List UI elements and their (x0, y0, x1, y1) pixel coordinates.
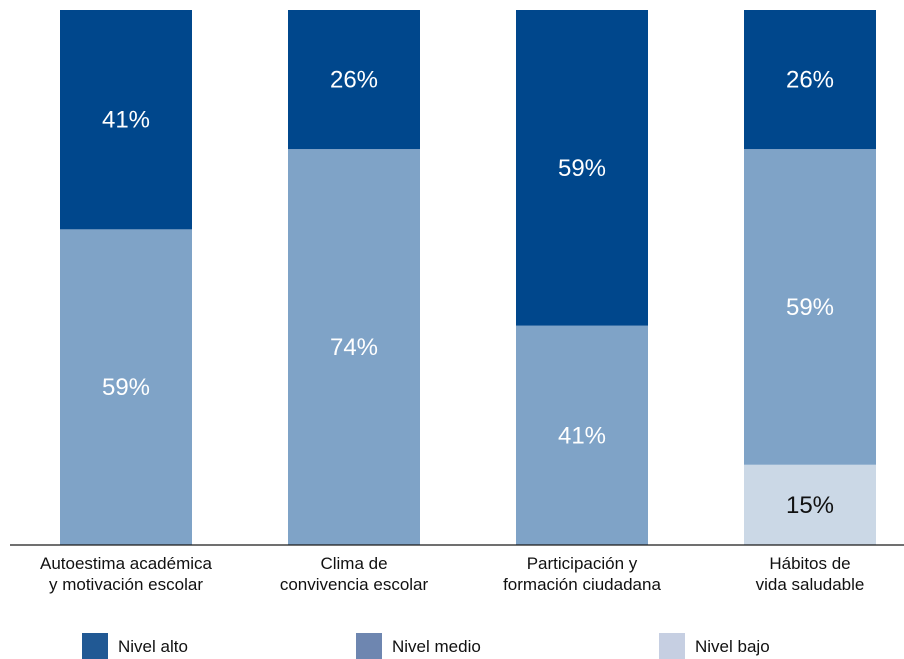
data-label-nivel-medio-1: 59% (102, 374, 150, 401)
data-label-nivel-alto-3: 59% (558, 155, 606, 182)
category-label-3-line-2: formación ciudadana (503, 575, 661, 594)
bar-segment-nivel-alto-4 (744, 10, 876, 150)
legend-swatch-nivel-medio (356, 633, 382, 659)
data-label-nivel-alto-4: 26% (786, 67, 834, 94)
legend-swatch-nivel-bajo (659, 633, 685, 659)
category-label-2-line-2: convivencia escolar (280, 575, 429, 594)
category-label-3-line-1: Participación y (527, 554, 638, 573)
bars-group (60, 10, 876, 545)
bar-segment-nivel-alto-2 (288, 10, 420, 150)
bar-segment-nivel-bajo-4 (744, 464, 876, 545)
bar-segment-nivel-medio-4 (744, 149, 876, 465)
bar-segment-nivel-medio-3 (516, 325, 648, 545)
category-label-4-line-2: vida saludable (756, 575, 865, 594)
data-label-nivel-medio-4: 59% (786, 294, 834, 321)
data-label-nivel-bajo-4: 15% (786, 492, 834, 519)
category-label-1-line-1: Autoestima académica (40, 554, 213, 573)
legend: Nivel alto Nivel medio Nivel bajo (82, 633, 770, 659)
bar-segment-nivel-alto-3 (516, 10, 648, 326)
category-labels-group: Autoestima académica y motivación escolar… (40, 554, 864, 594)
bar-segment-nivel-medio-1 (60, 229, 192, 545)
bar-segment-nivel-medio-2 (288, 149, 420, 545)
legend-swatch-nivel-alto (82, 633, 108, 659)
data-label-nivel-medio-2: 74% (330, 334, 378, 361)
category-label-2-line-1: Clima de (320, 554, 387, 573)
legend-label-nivel-bajo: Nivel bajo (695, 637, 770, 656)
legend-label-nivel-medio: Nivel medio (392, 637, 481, 656)
data-label-nivel-alto-1: 41% (102, 107, 150, 134)
category-label-4-line-1: Hábitos de (769, 554, 850, 573)
data-label-nivel-alto-2: 26% (330, 67, 378, 94)
data-label-nivel-medio-3: 41% (558, 422, 606, 449)
category-label-1-line-2: y motivación escolar (49, 575, 203, 594)
value-labels-group: 59% 41% 74% 26% 41% 59% 15% 59% 26% (102, 67, 834, 519)
legend-label-nivel-alto: Nivel alto (118, 637, 188, 656)
bar-segment-nivel-alto-1 (60, 10, 192, 230)
